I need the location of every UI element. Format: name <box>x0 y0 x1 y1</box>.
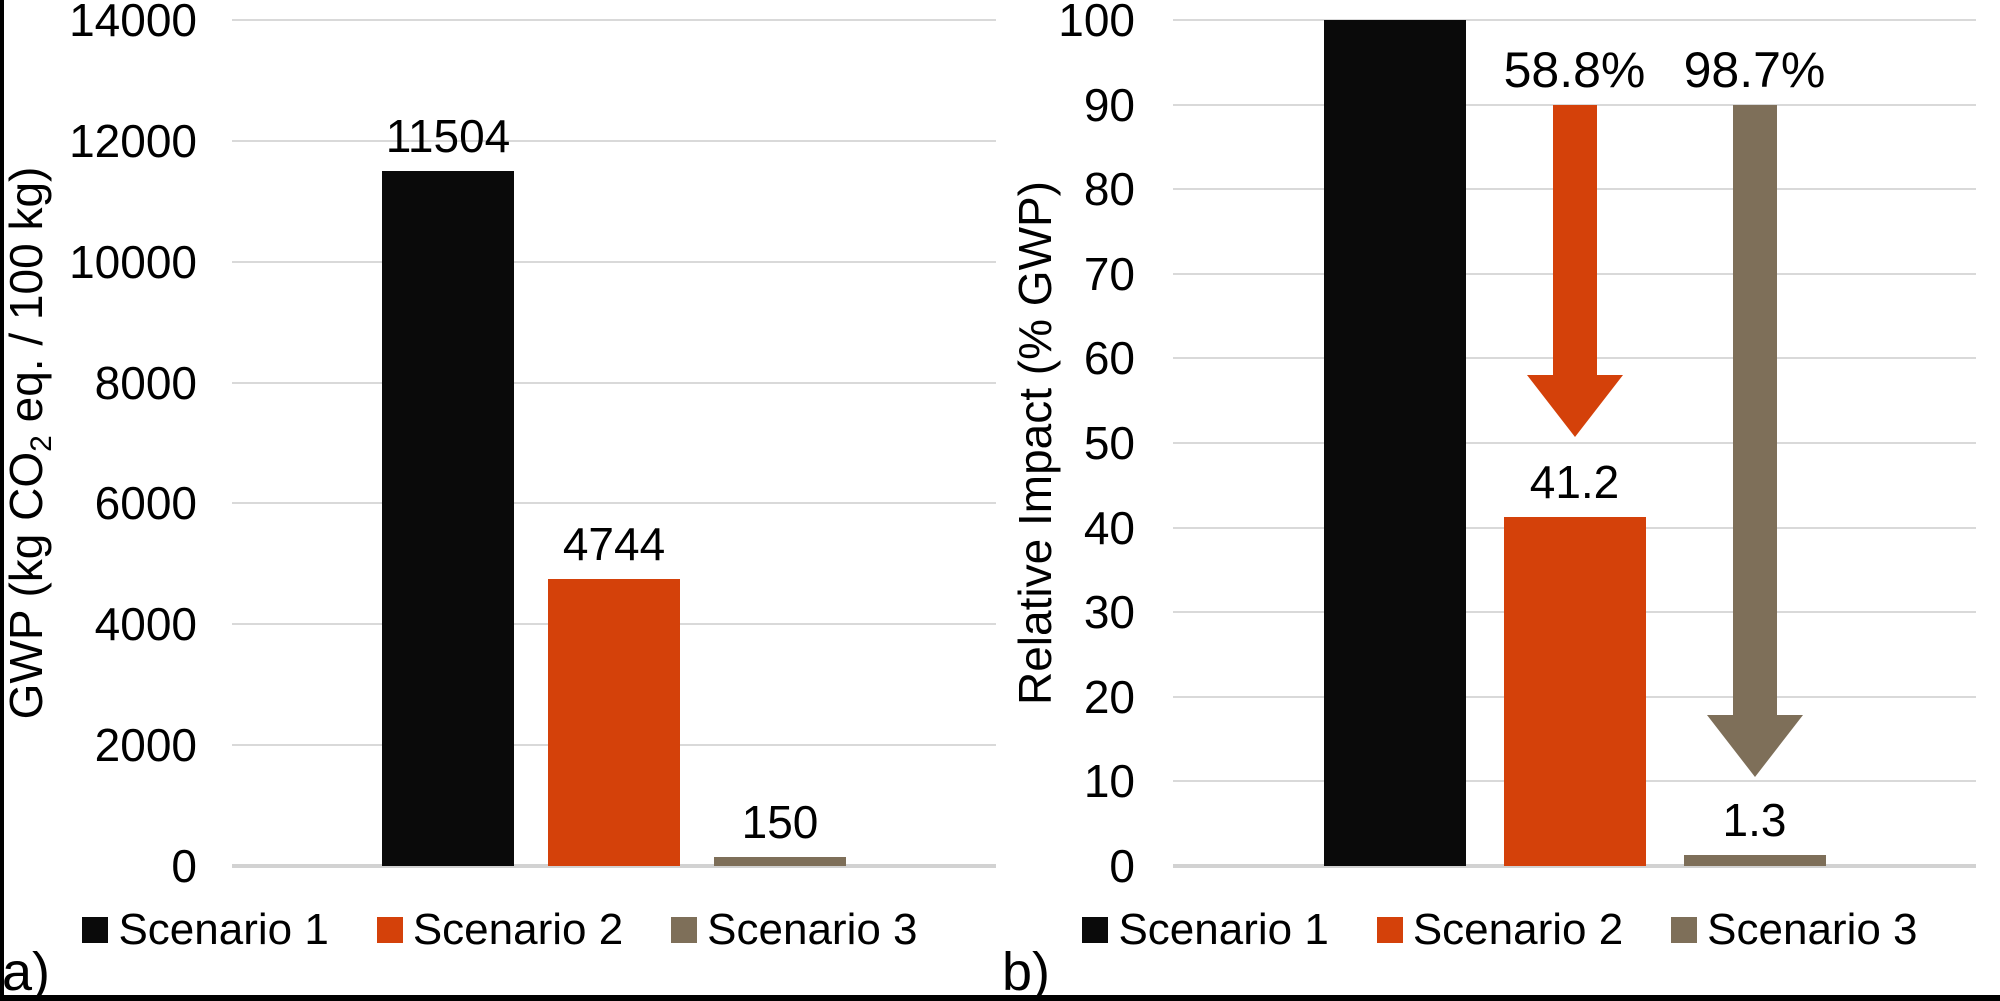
y-tick-label-50: 50 <box>1083 417 1135 469</box>
legend-item-scenario-3: Scenario 3 <box>1671 905 1918 955</box>
y-tick-label-2000: 2000 <box>94 719 197 772</box>
y-tick-label-20: 20 <box>1083 670 1135 723</box>
y-tick-label-8000: 8000 <box>94 356 197 409</box>
y-tick-label-100: 100 <box>1058 0 1135 46</box>
legend-label: Scenario 2 <box>412 905 624 954</box>
y-tick-label-12000: 12000 <box>69 114 197 167</box>
legend-item-scenario-1: Scenario 1 <box>82 905 329 955</box>
panel-b-plot-area <box>1173 19 1976 868</box>
legend-swatch-scenario1 <box>82 917 109 943</box>
bar-value-label-scenario-3: 1.3 <box>1722 794 1787 846</box>
x-axis-line <box>1173 864 1976 868</box>
y-tick-label-4000: 4000 <box>94 598 197 651</box>
legend-item-scenario-3: Scenario 3 <box>671 905 918 955</box>
y-tick-label-90: 90 <box>1083 78 1135 131</box>
bar-scenario-3 <box>1683 855 1826 866</box>
co2-subscript: 2 <box>25 435 58 452</box>
legend-item-scenario-1: Scenario 1 <box>1082 905 1329 955</box>
legend-item-scenario-2: Scenario 2 <box>1376 905 1624 955</box>
y-tick-label-0: 0 <box>1109 840 1135 892</box>
bar-value-label-scenario-3: 150 <box>741 795 819 848</box>
gridline-14000 <box>232 19 996 21</box>
y-tick-label-10: 10 <box>1083 755 1135 808</box>
y-tick-label-10000: 10000 <box>69 235 197 288</box>
reduction-arrow-head-2 <box>1706 715 1803 778</box>
gridline-8000 <box>232 381 996 384</box>
y-tick-label-6000: 6000 <box>94 477 197 530</box>
y-tick-label-80: 80 <box>1083 163 1135 216</box>
reduction-percent-label-2: 98.7% <box>1683 42 1826 98</box>
y-tick-label-40: 40 <box>1083 501 1135 554</box>
legend-swatch-scenario3 <box>1671 917 1698 943</box>
figure-bottom-border <box>0 995 2000 1001</box>
y-tick-label-30: 30 <box>1083 586 1135 639</box>
reduction-arrow-shaft-1 <box>1552 104 1597 376</box>
gridline-6000 <box>232 502 996 505</box>
gridline-12000 <box>232 139 996 142</box>
legend-swatch-scenario2 <box>376 917 403 943</box>
y-tick-label-70: 70 <box>1083 247 1135 300</box>
bar-scenario-1 <box>382 170 514 866</box>
gridline-100 <box>1173 19 1976 21</box>
panel-a-legend: Scenario 1 Scenario 2 Scenario 3 <box>0 905 1000 955</box>
gridline-50 <box>1173 442 1976 444</box>
panel-b-letter: b) <box>1002 942 1051 1001</box>
bar-scenario-3 <box>714 856 846 866</box>
panel-b-legend: Scenario 1 Scenario 2 Scenario 3 <box>1000 905 2000 955</box>
figure-left-border <box>0 0 4 1001</box>
panel-a-plot-area <box>232 19 996 868</box>
legend-label: Scenario 2 <box>1412 905 1624 954</box>
bar-scenario-2 <box>1503 517 1646 866</box>
reduction-arrow-head-1 <box>1526 375 1623 438</box>
bar-value-label-scenario-2: 41.2 <box>1529 456 1620 509</box>
y-tick-label-14000: 14000 <box>69 0 197 46</box>
reduction-arrow-shaft-2 <box>1732 104 1777 716</box>
bar-scenario-1 <box>1323 20 1466 866</box>
legend-item-scenario-2: Scenario 2 <box>376 905 624 955</box>
panel-a-absolute-gwp-chart: GWP (kg CO2 eq. / 100 kg) 0 2000 4000 6000 8… <box>0 0 1000 1001</box>
y-tick-label-0: 0 <box>171 840 197 892</box>
legend-label: Scenario 3 <box>1707 905 1918 954</box>
legend-swatch-scenario2 <box>1376 917 1403 943</box>
panel-a-letter: a) <box>2 942 51 1001</box>
legend-label: Scenario 3 <box>707 905 918 954</box>
bar-value-label-scenario-1: 11504 <box>385 109 511 162</box>
panel-b-relative-gwp-chart: Relative Impact (% GWP) 0 10 20 30 40 50 60 70 8… <box>1000 0 2000 1001</box>
gridline-10000 <box>232 260 996 263</box>
legend-swatch-scenario3 <box>671 917 698 943</box>
bar-value-label-scenario-2: 4744 <box>562 518 666 571</box>
y-tick-label-60: 60 <box>1083 332 1135 385</box>
legend-label: Scenario 1 <box>1118 905 1329 954</box>
legend-swatch-scenario1 <box>1082 917 1109 943</box>
legend-label: Scenario 1 <box>118 905 329 954</box>
x-axis-line <box>232 864 996 868</box>
reduction-percent-label-1: 58.8% <box>1503 42 1646 98</box>
bar-scenario-2 <box>548 579 680 866</box>
